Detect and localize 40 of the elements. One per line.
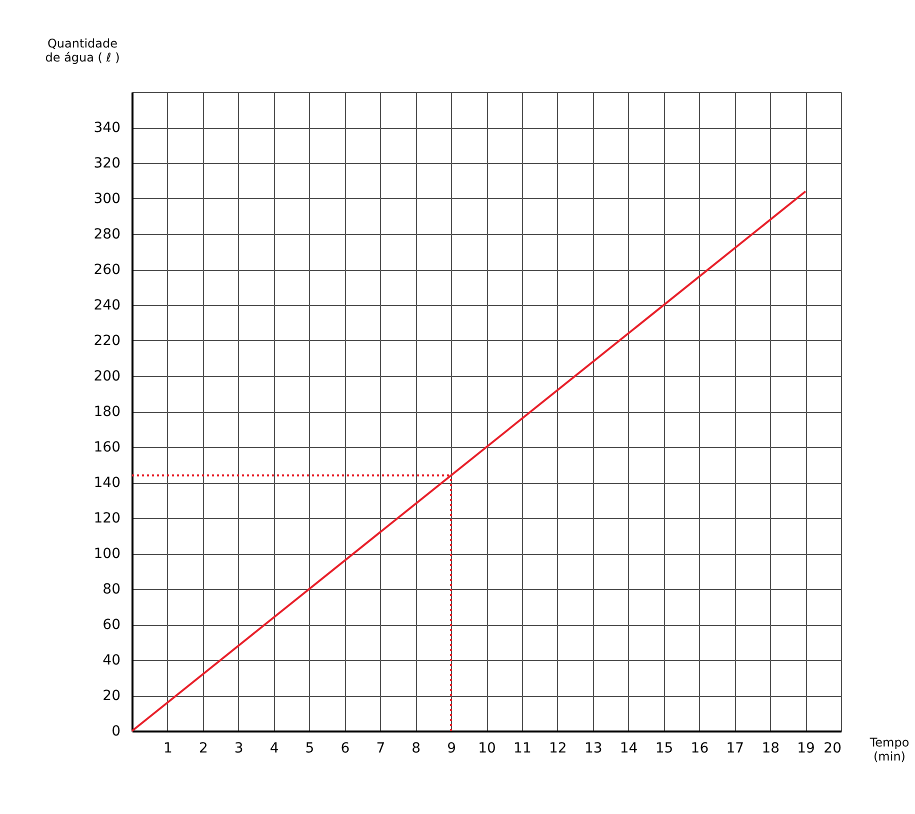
y-tick-label: 240	[94, 298, 120, 314]
x-tick-label: 12	[548, 740, 567, 756]
x-tick-label: 3	[234, 740, 244, 756]
y-tick-label: 260	[94, 262, 120, 278]
y-tick-label: 20	[102, 688, 120, 704]
x-tick-label: 20	[824, 740, 842, 756]
x-tick-label: 11	[514, 740, 532, 756]
y-tick-label: 340	[94, 120, 120, 136]
x-tick-label: 19	[797, 740, 815, 756]
y-tick-label: 140	[94, 475, 120, 491]
x-tick-label: 14	[620, 740, 638, 756]
y-tick-label: 60	[102, 617, 120, 633]
y-tick-label: 80	[102, 582, 120, 598]
y-tick-label: 300	[94, 191, 120, 207]
x-tick-label: 18	[762, 740, 780, 756]
x-tick-label: 16	[690, 740, 709, 756]
y-tick-label: 180	[94, 404, 120, 420]
x-tick-label: 2	[198, 740, 208, 756]
y-tick-label: 120	[94, 510, 120, 526]
y-tick-label: 280	[94, 226, 120, 242]
y-tick-label: 40	[102, 652, 120, 668]
y-tick-label: 320	[94, 156, 120, 172]
x-tick-label: 15	[655, 740, 674, 756]
x-tick-label: 5	[305, 740, 314, 756]
y-tick-label: 200	[94, 368, 120, 384]
y-axis-title: Quantidade de água ( ℓ )	[45, 36, 120, 64]
x-axis-title: Tempo (min)	[868, 736, 910, 764]
y-tick-label: 0	[112, 724, 120, 740]
y-tick-label: 100	[94, 546, 120, 562]
x-tick-label: 17	[726, 740, 744, 756]
x-tick-label: 10	[478, 740, 496, 756]
x-tick-label: 9	[447, 740, 456, 756]
x-tick-label: 4	[270, 740, 279, 756]
x-tick-label: 1	[163, 740, 172, 756]
y-tick-label: 160	[94, 440, 120, 456]
x-tick-label: 8	[412, 740, 421, 756]
x-tick-label: 7	[376, 740, 386, 756]
x-tick-label: 6	[340, 740, 350, 756]
y-tick-label: 220	[94, 333, 120, 349]
x-tick-label: 13	[584, 740, 602, 756]
